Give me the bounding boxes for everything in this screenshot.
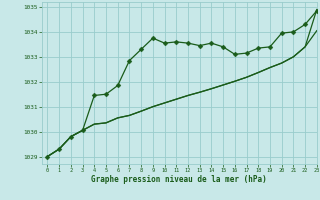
- X-axis label: Graphe pression niveau de la mer (hPa): Graphe pression niveau de la mer (hPa): [91, 175, 267, 184]
